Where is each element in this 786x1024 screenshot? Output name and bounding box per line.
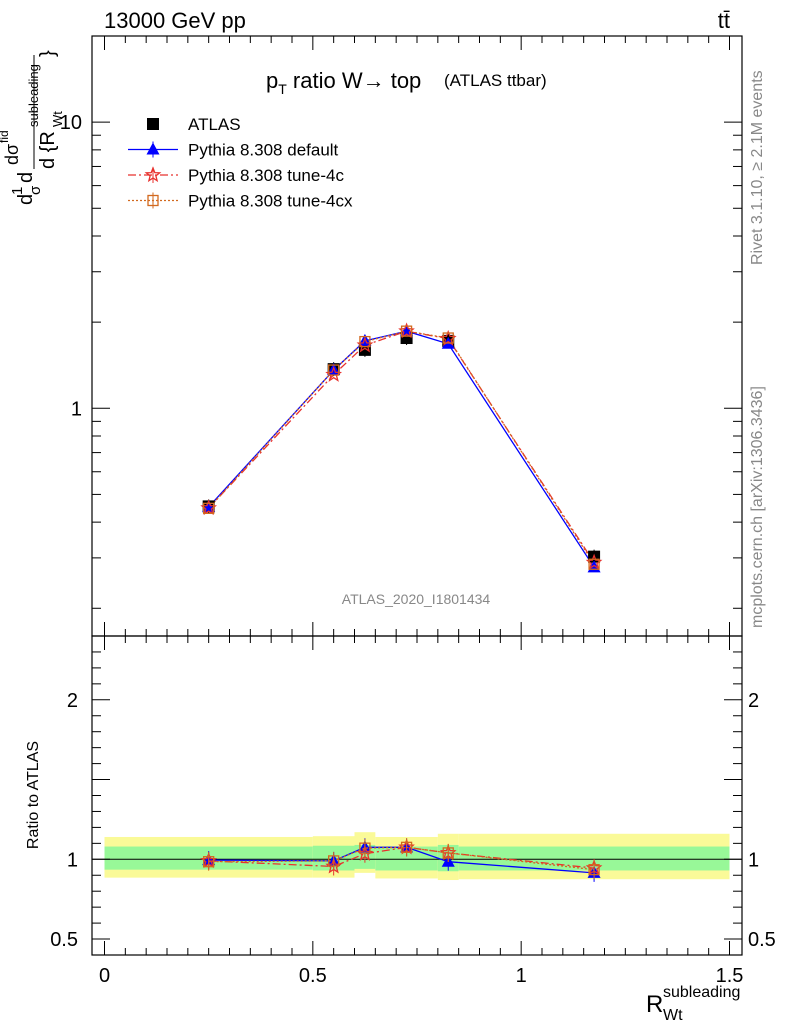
legend-label: Pythia 8.308 default bbox=[188, 141, 339, 160]
ratio-ylabel: Ratio to ATLAS bbox=[25, 741, 42, 849]
ratio-point bbox=[359, 842, 371, 854]
ratio-frame bbox=[91, 635, 743, 956]
rivet-label: Rivet 3.1.10, ≥ 2.1M events bbox=[749, 70, 766, 265]
ratio-point bbox=[203, 856, 215, 868]
ylabel-part: d bbox=[15, 194, 37, 205]
y-tick-label: 1 bbox=[67, 849, 78, 871]
xlabel-sub: Wt bbox=[663, 1007, 683, 1024]
x-tick-label: 1.5 bbox=[716, 965, 744, 987]
title-small: (ATLAS ttbar) bbox=[444, 71, 547, 90]
ylabel-part: σ bbox=[27, 185, 44, 195]
title-main: p bbox=[266, 68, 278, 93]
data-point bbox=[203, 502, 215, 514]
plot-title: pT ratio W→ top (ATLAS ttbar) bbox=[266, 68, 547, 97]
y-tick-label: 1 bbox=[71, 398, 82, 420]
y-tick-label-right: 2 bbox=[748, 690, 759, 712]
ratio-line-2 bbox=[208, 846, 595, 871]
y-tick-label-right: 0.5 bbox=[748, 929, 776, 951]
series-line-2 bbox=[208, 330, 595, 563]
ratio-point bbox=[588, 864, 600, 876]
x-tick-label: 1 bbox=[516, 965, 527, 987]
legend-marker bbox=[147, 118, 159, 130]
series-line-1 bbox=[208, 330, 595, 568]
legend: ATLAS Pythia 8.308 default Pythia 8.308 tu… bbox=[128, 115, 353, 211]
data-point bbox=[328, 364, 340, 376]
xlabel-sup: subleading bbox=[663, 984, 740, 1001]
data-point bbox=[400, 325, 413, 337]
title-rest: ratio W→ top bbox=[287, 68, 421, 93]
legend-label: ATLAS bbox=[188, 115, 241, 134]
ratio-panel: 0 0.5 1 1.50.5 0.51 12 2 bbox=[50, 635, 776, 987]
x-tick-label: 0.5 bbox=[299, 965, 327, 987]
process-label: tt̄ bbox=[718, 8, 730, 33]
ylabel-part: fid bbox=[0, 130, 11, 143]
y-tick-label-right: 1 bbox=[748, 849, 759, 871]
ratio-point bbox=[400, 841, 413, 853]
xlabel-base: R bbox=[646, 991, 663, 1018]
svg-text:pT ratio W→ top: pT ratio W→ top bbox=[266, 68, 421, 97]
y-tick-label: 10 bbox=[60, 112, 82, 134]
x-tick-label: 0 bbox=[99, 965, 110, 987]
data-point bbox=[359, 335, 371, 348]
legend-label: Pythia 8.308 tune-4cx bbox=[188, 192, 353, 211]
ylabel-part: Wt bbox=[50, 111, 65, 127]
data-point bbox=[588, 558, 600, 570]
series-line-3 bbox=[208, 330, 595, 565]
ylabel-part: dσ bbox=[2, 144, 22, 165]
y-tick-label: 0.5 bbox=[50, 929, 78, 951]
main-panel: 1 10 bbox=[60, 35, 743, 637]
ratio-band-inner bbox=[458, 846, 730, 871]
y-tick-label: 2 bbox=[67, 690, 78, 712]
ratio-xlabel: R Wt subleading bbox=[646, 984, 740, 1024]
legend-marker bbox=[147, 194, 159, 207]
mcplots-label: mcplots.cern.ch [arXiv:1306.3436] bbox=[749, 386, 766, 628]
ratio-point bbox=[442, 847, 454, 859]
ylabel-part: d {R bbox=[37, 131, 59, 169]
ratio-point bbox=[328, 855, 340, 867]
legend-marker bbox=[144, 166, 162, 183]
ratio-line-1 bbox=[208, 846, 595, 869]
ylabel-part: d bbox=[15, 172, 37, 183]
ylabel-part: } bbox=[37, 50, 59, 57]
data-point bbox=[442, 332, 454, 344]
analysis-watermark: ATLAS_2020_I1801434 bbox=[342, 591, 491, 607]
title-sub: T bbox=[278, 81, 287, 97]
legend-marker bbox=[146, 142, 160, 155]
legend-label: Pythia 8.308 tune-4c bbox=[188, 166, 344, 185]
energy-label: 13000 GeV pp bbox=[104, 8, 246, 33]
ylabel-part: 1 bbox=[9, 187, 26, 195]
